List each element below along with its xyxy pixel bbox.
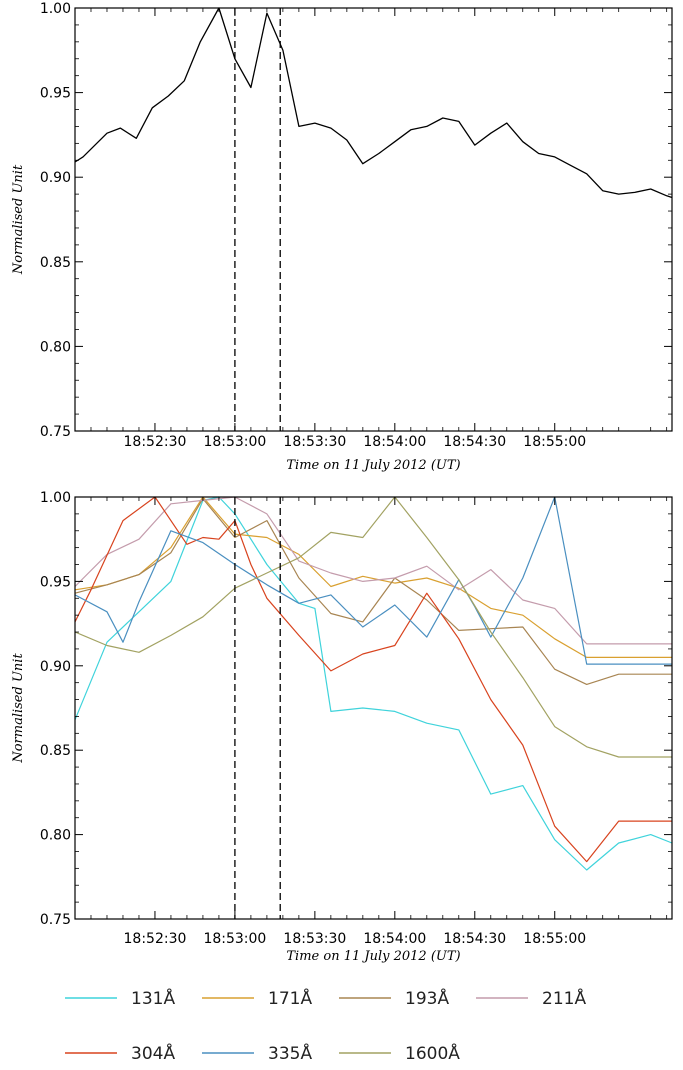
series-line-335 (74, 496, 672, 665)
legend-item: 171Å (202, 987, 312, 1009)
legend-item: 211Å (476, 987, 586, 1009)
legend-item: 1600Å (339, 1042, 460, 1064)
legend-label: 211Å (542, 987, 586, 1009)
y-axis-title: Normalised Unit (11, 653, 26, 764)
y-axis-title: Normalised Unit (11, 164, 26, 275)
x-tick-label: 18:53:00 (203, 434, 266, 450)
y-tick-label: 0.80 (40, 828, 71, 844)
x-tick-label: 18:53:30 (283, 931, 346, 947)
x-tick-label: 18:53:00 (203, 931, 266, 947)
plot-frame (74, 7, 673, 432)
y-tick-label: 0.75 (40, 424, 71, 440)
x-tick-label: 18:55:00 (523, 434, 586, 450)
x-tick-label: 18:54:00 (363, 434, 426, 450)
y-tick-label: 0.90 (40, 659, 71, 675)
series-line-1600 (74, 496, 672, 758)
y-tick-label: 0.80 (40, 339, 71, 355)
series-line-304 (74, 496, 672, 863)
legend-item: 131Å (65, 987, 175, 1009)
y-tick-label: 0.85 (40, 255, 71, 271)
x-tick-label: 18:53:30 (283, 434, 346, 450)
legend-label: 1600Å (405, 1042, 460, 1064)
series-line-131 (74, 496, 673, 871)
legend-label: 335Å (268, 1042, 312, 1064)
x-tick-label: 18:55:00 (523, 931, 586, 947)
legend-item: 335Å (202, 1042, 312, 1064)
x-axis-title: Time on 11 July 2012 (UT) (286, 458, 460, 473)
series-line-193 (74, 498, 672, 686)
x-tick-label: 18:54:30 (443, 931, 506, 947)
series-line-171 (74, 496, 672, 659)
panel-top-chart: 18:52:30 18:53:00 18:53:30 18:54:00 18:54:30… (11, 1, 673, 473)
x-axis-title: Time on 11 July 2012 (UT) (286, 949, 460, 964)
x-tick-label: 18:54:30 (443, 434, 506, 450)
legend-label: 171Å (268, 987, 312, 1009)
panel-bottom-chart: 18:52:30 18:53:00 18:53:30 18:54:00 18:54:30… (11, 490, 673, 964)
y-tick-label: 1.00 (40, 490, 71, 506)
series-line-intensity (74, 7, 673, 199)
legend: 131Å 171Å 193Å 211Å 304Å 335Å 1600Å (65, 987, 586, 1064)
plot-frame (74, 496, 673, 920)
x-tick-label: 18:52:30 (124, 434, 187, 450)
legend-item: 193Å (339, 987, 449, 1009)
legend-label: 193Å (405, 987, 449, 1009)
y-tick-label: 0.95 (40, 574, 71, 590)
y-tick-label: 0.95 (40, 86, 71, 102)
y-tick-label: 0.75 (40, 912, 71, 928)
y-tick-label: 0.90 (40, 170, 71, 186)
y-tick-label: 1.00 (40, 1, 71, 17)
y-tick-label: 0.85 (40, 743, 71, 759)
legend-item: 304Å (65, 1042, 175, 1064)
legend-label: 304Å (131, 1042, 175, 1064)
x-tick-label: 18:52:30 (124, 931, 187, 947)
legend-label: 131Å (131, 987, 175, 1009)
series-line-211 (74, 496, 672, 645)
x-tick-label: 18:54:00 (363, 931, 426, 947)
